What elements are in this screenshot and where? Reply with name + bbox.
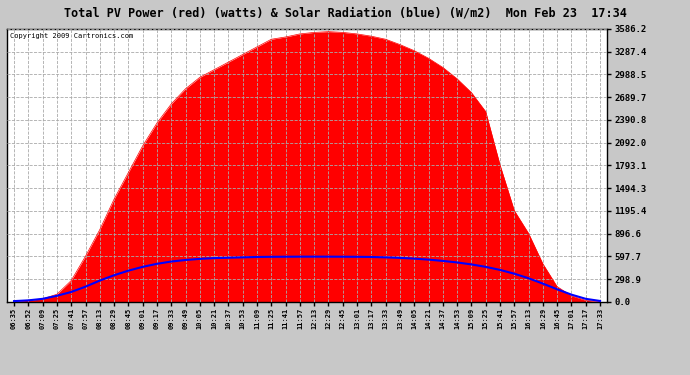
Text: Copyright 2009 Cartronics.com: Copyright 2009 Cartronics.com bbox=[10, 33, 133, 39]
Text: Total PV Power (red) (watts) & Solar Radiation (blue) (W/m2)  Mon Feb 23  17:34: Total PV Power (red) (watts) & Solar Rad… bbox=[63, 7, 627, 20]
